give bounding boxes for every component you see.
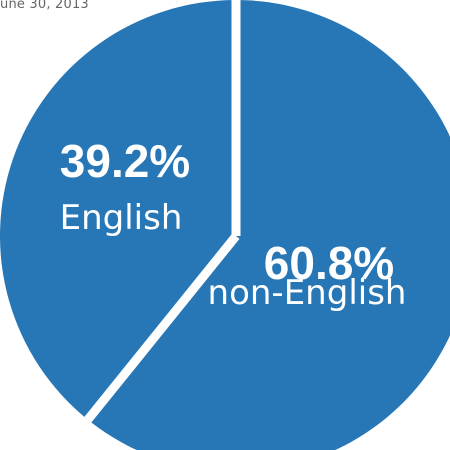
pie-label-name-english: English [60, 198, 183, 238]
date-label: une 30, 2013 [0, 0, 89, 12]
pie-label-name-non-english: non-English [208, 273, 407, 313]
pie-slice-english [0, 0, 236, 420]
pie-label-value-non-english: 60.8% [264, 237, 394, 289]
pie-slice-non-english [87, 0, 450, 450]
pie-label-value-english: 39.2% [60, 135, 190, 187]
pie-separator-1 [84, 233, 240, 423]
